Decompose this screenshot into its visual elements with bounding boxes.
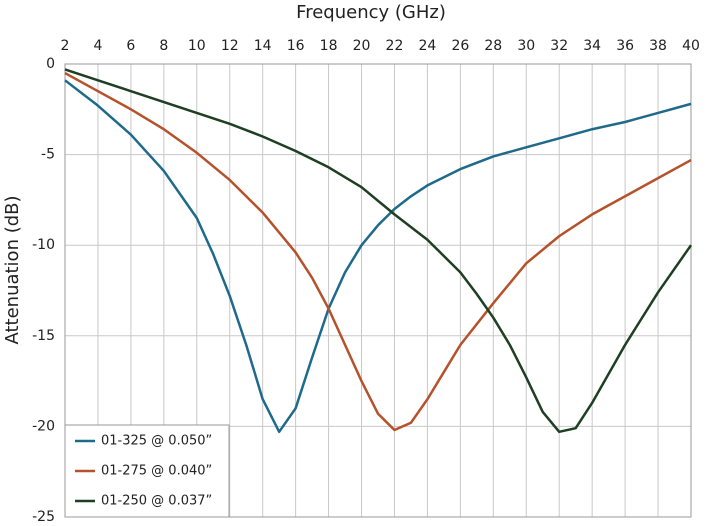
x-tick-label: 34 (583, 38, 601, 54)
y-tick-label: -10 (32, 237, 55, 253)
legend: 01-325 @ 0.050” 01-275 @ 0.040” 01-250 @ 0… (64, 424, 230, 518)
x-tick-label: 6 (126, 38, 135, 54)
plot-frame (64, 63, 692, 518)
x-tick-label: 38 (649, 38, 667, 54)
series-line (64, 79, 692, 434)
x-tick-label: 40 (682, 38, 700, 54)
x-tick-label: 10 (188, 38, 206, 54)
x-tick-label: 26 (451, 38, 469, 54)
grid (64, 63, 692, 518)
legend-label: 01-325 @ 0.050” (101, 434, 212, 449)
y-axis-title: Attenuation (dB) (2, 195, 23, 344)
x-tick-label: 32 (550, 38, 568, 54)
y-tick-label: -15 (32, 328, 55, 344)
x-tick-label: 20 (353, 38, 371, 54)
x-tick-label: 18 (320, 38, 338, 54)
x-tick-label: 2 (61, 38, 70, 54)
series-line (64, 68, 693, 434)
y-tick-label: -20 (32, 418, 55, 434)
legend-label: 01-250 @ 0.037” (101, 494, 212, 509)
x-tick-label: 16 (287, 38, 305, 54)
x-tick-label: 12 (221, 38, 239, 54)
x-tick-label: 4 (93, 38, 102, 54)
x-tick-label: 28 (484, 38, 502, 54)
x-tick-label: 8 (159, 38, 168, 54)
y-tick-label: -5 (41, 147, 55, 163)
y-tick-label: 0 (46, 56, 55, 72)
x-tick-label: 36 (616, 38, 634, 54)
x-tick-label: 30 (517, 38, 535, 54)
x-axis-title: Frequency (GHz) (296, 2, 446, 23)
x-tick-label: 14 (254, 38, 272, 54)
y-tick-label: -25 (32, 509, 55, 525)
series-line (64, 71, 692, 432)
x-tick-label: 24 (419, 38, 437, 54)
x-tick-label: 22 (386, 38, 404, 54)
lines (64, 68, 693, 434)
legend-label: 01-275 @ 0.040” (101, 464, 212, 479)
